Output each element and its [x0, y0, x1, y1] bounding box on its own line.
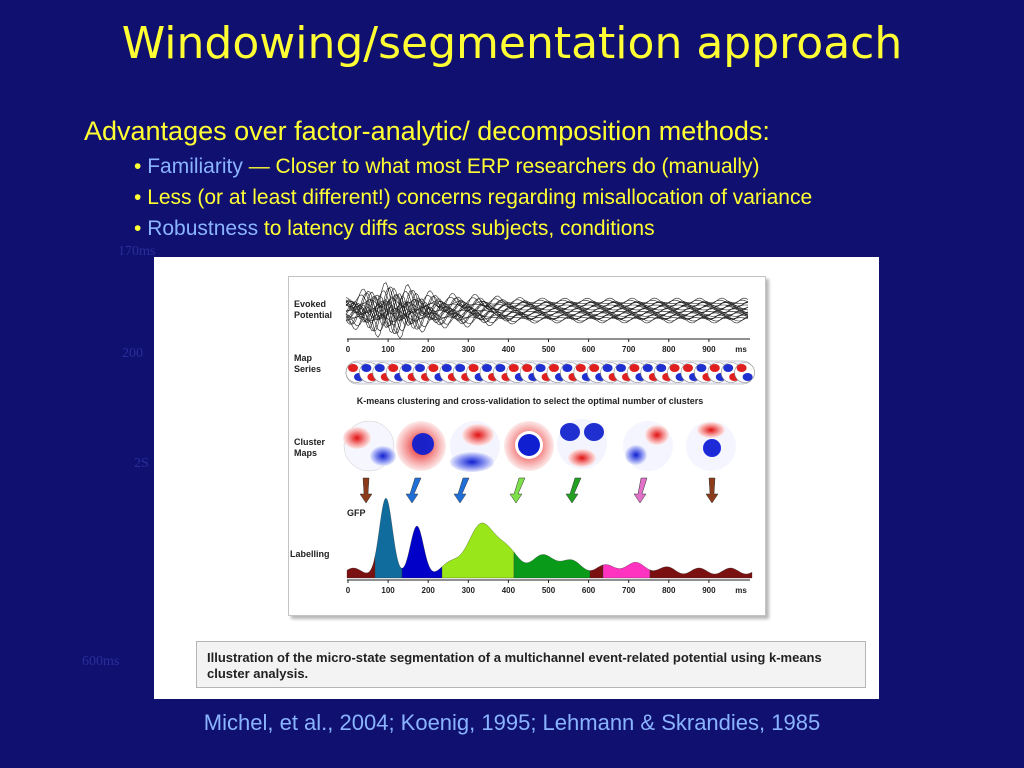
- gfp-segment: [513, 551, 591, 579]
- cluster-map-5: [557, 419, 607, 469]
- axis-tick-label: 300: [462, 586, 476, 595]
- time-axis-bottom: 0 100 200 300 400 500 600 700 800 900 ms: [346, 579, 750, 595]
- gfp-segment: [346, 556, 376, 579]
- labelling-label: Labelling: [290, 549, 330, 559]
- axis-tick-label: 700: [622, 586, 636, 595]
- figure-caption: Illustration of the micro-state segmenta…: [196, 641, 866, 688]
- cluster-map-3: [450, 421, 500, 472]
- bullet-marker: •: [134, 186, 148, 209]
- slide-title: Windowing/segmentation approach: [121, 18, 903, 69]
- axis-tick-label: 600: [582, 586, 596, 595]
- cluster-arrow-icon: [565, 477, 582, 504]
- axis-tick-label: 600: [582, 345, 596, 354]
- ghost-label: 200: [122, 346, 143, 361]
- axis-tick-label: 200: [422, 586, 436, 595]
- axis-tick-label: 400: [502, 586, 516, 595]
- cluster-arrow-icon: [405, 477, 422, 504]
- cluster-map-6: [623, 421, 673, 471]
- axis-tick-label: 500: [542, 345, 556, 354]
- axis-tick-label: 300: [462, 345, 476, 354]
- axis-tick-label: 0: [346, 345, 351, 354]
- gfp-segment: [649, 566, 753, 579]
- ghost-label: 600ms: [82, 654, 120, 669]
- axis-tick-label: ms: [735, 586, 747, 595]
- bullet-text: Less (or at least different!) concerns r…: [147, 186, 813, 209]
- cluster-map-7: [686, 421, 736, 471]
- gfp-segment: [374, 497, 403, 579]
- cluster-arrow-icon: [633, 477, 648, 504]
- map-series-strip: [345, 360, 755, 385]
- evoked-potential-waveforms: [345, 282, 749, 339]
- gfp-label: GFP: [347, 508, 366, 518]
- cluster-arrow-icon: [453, 477, 470, 504]
- axis-tick-label: 900: [702, 345, 716, 354]
- ghost-label: 2S: [134, 456, 149, 471]
- axis-tick-label: 700: [622, 345, 636, 354]
- cluster-map-4: [504, 421, 554, 471]
- cluster-map-2: [396, 421, 446, 471]
- axis-tick-label: 0: [346, 586, 351, 595]
- cluster-arrow-icon: [705, 477, 719, 504]
- gfp-segment: [401, 525, 443, 579]
- bullet-familiarity: • Familiarity — Closer to what most ERP …: [134, 155, 760, 179]
- cluster-map-1: [343, 420, 396, 472]
- gfp-segment: [441, 522, 515, 579]
- gfp-curve: [346, 497, 753, 579]
- citation: Michel, et al., 2004; Koenig, 1995; Lehm…: [203, 710, 821, 735]
- bullet-text: — Closer to what most ERP researchers do…: [242, 155, 760, 178]
- bullet-text: to latency diffs across subjects, condit…: [258, 217, 655, 240]
- bullet-term: Robustness: [147, 217, 259, 240]
- cluster-arrow-icon: [509, 477, 526, 504]
- bullet-robustness: • Robustness to latency diffs across sub…: [134, 217, 655, 241]
- axis-tick-label: ms: [735, 345, 747, 354]
- axis-tick-label: 100: [381, 586, 395, 595]
- map-series-label: Map Series: [294, 353, 322, 374]
- axis-tick-label: 900: [702, 586, 716, 595]
- axis-tick-label: 800: [662, 345, 676, 354]
- cluster-maps-label: Cluster Maps: [294, 437, 326, 458]
- cluster-arrow-icon: [359, 477, 373, 504]
- bullet-marker: •: [134, 217, 148, 240]
- bullet-marker: •: [134, 155, 148, 178]
- axis-tick-label: 100: [381, 345, 395, 354]
- gfp-segment: [602, 562, 651, 579]
- kmeans-caption: K-means clustering and cross-validation …: [356, 396, 704, 406]
- axis-tick-label: 400: [502, 345, 516, 354]
- axis-tick-label: 500: [542, 586, 556, 595]
- bullet-term: Familiarity: [147, 155, 243, 178]
- ghost-label: 170ms: [118, 244, 156, 259]
- cluster-arrows: [359, 477, 719, 504]
- advantages-heading: Advantages over factor-analytic/ decompo…: [84, 116, 770, 146]
- bullet-variance: • Less (or at least different!) concerns…: [134, 186, 812, 210]
- axis-tick-label: 800: [662, 586, 676, 595]
- evoked-potential-label: Evoked Potential: [294, 299, 333, 320]
- axis-tick-label: 200: [422, 345, 436, 354]
- time-axis-top: 0 100 200 300 400 500 600 700 800 900 ms: [346, 338, 750, 354]
- gfp-segment: [589, 564, 604, 579]
